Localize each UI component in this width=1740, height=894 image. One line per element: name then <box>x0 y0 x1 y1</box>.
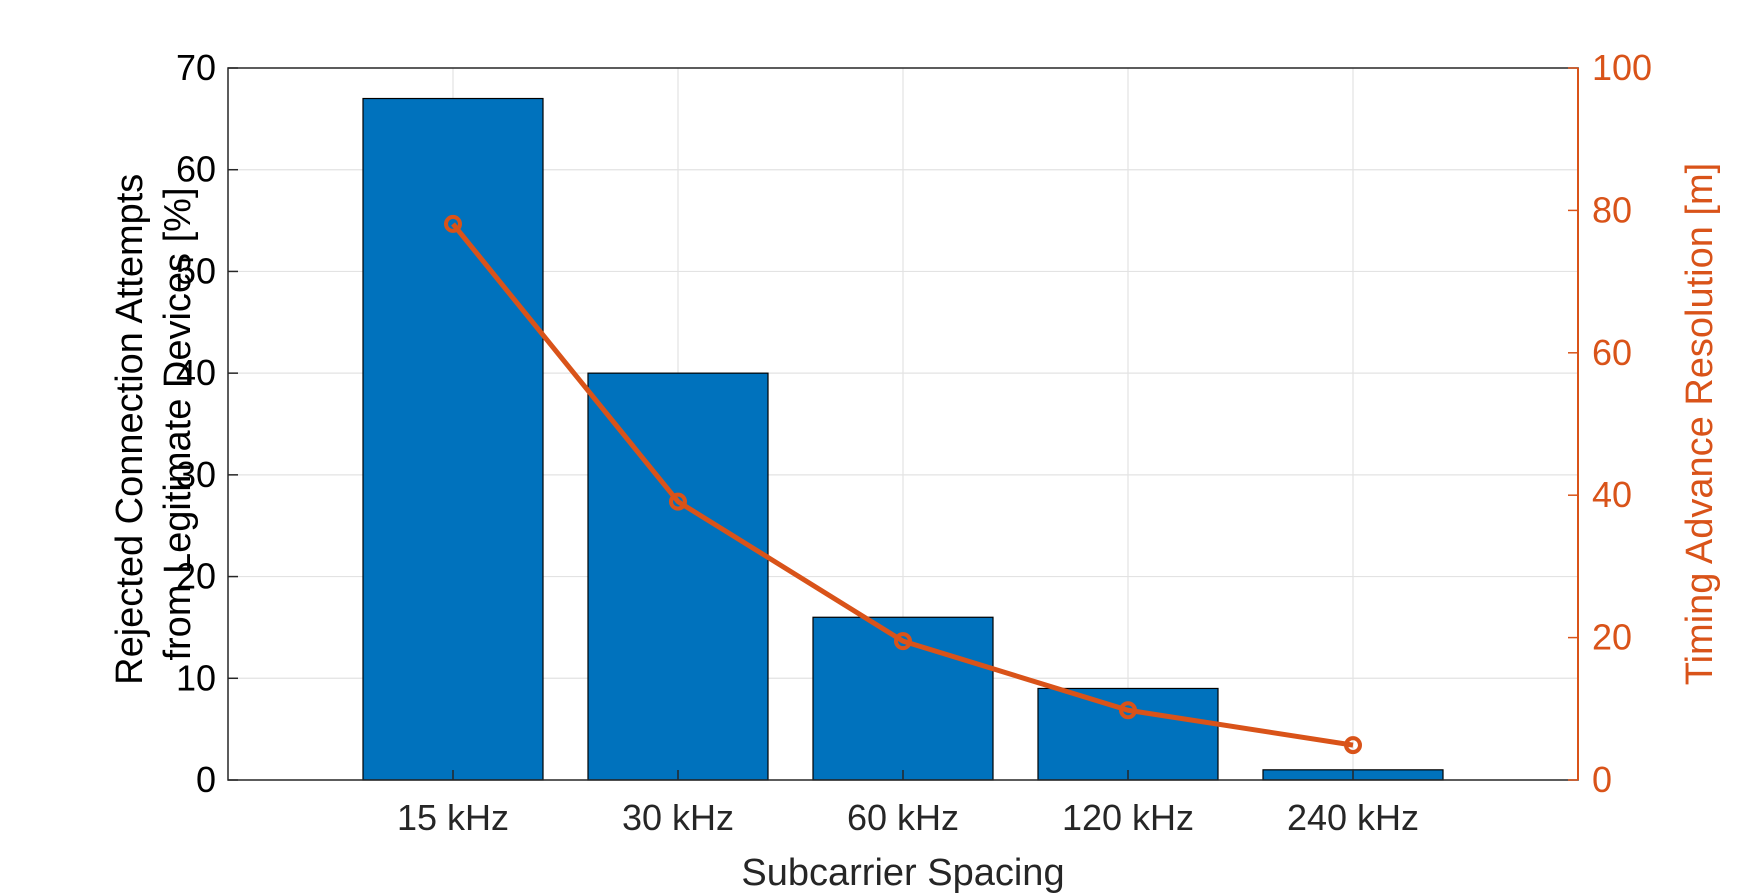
line-point <box>894 632 912 651</box>
x-tick-label: 15 kHz <box>397 797 509 838</box>
x-axis: 15 kHz 30 kHz 60 kHz 120 kHz 240 kHz <box>397 770 1419 838</box>
right-tick-label: 60 <box>1592 332 1632 373</box>
left-axis-title-line-2: from Legitimate Devices [%] <box>157 187 199 660</box>
left-tick-label: 60 <box>176 149 216 190</box>
x-tick-label: 240 kHz <box>1287 797 1419 838</box>
right-tick-label: 80 <box>1592 189 1632 230</box>
right-tick-label: 0 <box>1592 759 1612 800</box>
line-point <box>444 214 462 233</box>
left-tick-label: 30 <box>176 454 216 495</box>
right-tick-label: 40 <box>1592 474 1632 515</box>
x-tick-label: 60 kHz <box>847 797 959 838</box>
right-tick-label: 100 <box>1592 47 1652 88</box>
bar <box>812 616 994 781</box>
right-axis-title: Timing Advance Resolution [m] <box>1679 163 1721 685</box>
right-tick-label: 20 <box>1592 617 1632 658</box>
left-axis-title-line-1: Rejected Connection Attempts <box>109 174 151 685</box>
left-axis-title: Rejected Connection Attempts from Legiti… <box>109 163 199 685</box>
x-tick-label: 120 kHz <box>1062 797 1194 838</box>
line-point <box>1119 701 1137 720</box>
left-tick-label: 20 <box>176 556 216 597</box>
left-tick-label: 10 <box>176 657 216 698</box>
left-tick-label: 40 <box>176 352 216 393</box>
left-axis: 0 10 20 30 40 50 60 70 <box>176 47 238 800</box>
right-axis: 0 20 40 60 80 100 <box>1568 47 1652 800</box>
line-point <box>1344 736 1362 755</box>
x-axis-title: Subcarrier Spacing <box>741 852 1064 894</box>
bar <box>362 97 544 781</box>
left-tick-label: 0 <box>196 759 216 800</box>
left-tick-label: 70 <box>176 47 216 88</box>
line-point <box>669 492 687 511</box>
bar-series <box>362 97 1444 781</box>
left-tick-label: 50 <box>176 250 216 291</box>
line-series <box>444 214 1362 755</box>
bar <box>587 372 769 781</box>
x-tick-label: 30 kHz <box>622 797 734 838</box>
line-path <box>451 222 1354 748</box>
